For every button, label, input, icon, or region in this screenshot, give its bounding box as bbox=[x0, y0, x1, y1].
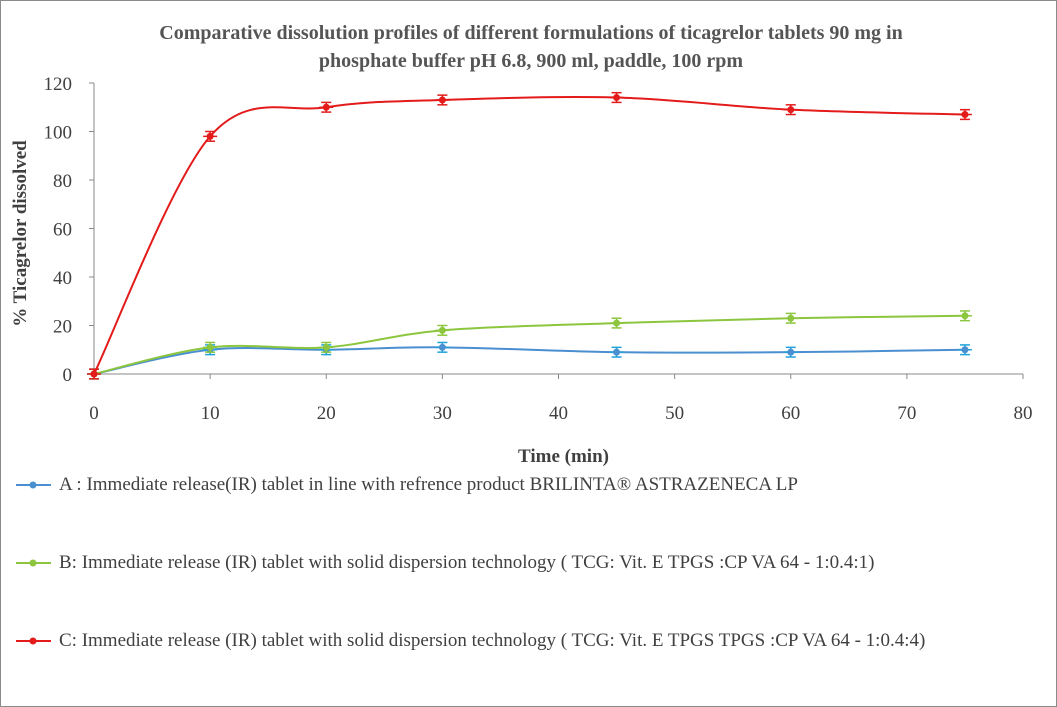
legend-label: C: Immediate release (IR) tablet with so… bbox=[59, 630, 926, 651]
y-tick-label: 0 bbox=[63, 365, 73, 386]
point bbox=[961, 111, 969, 119]
point bbox=[961, 346, 969, 354]
point bbox=[787, 106, 795, 114]
point bbox=[322, 343, 330, 351]
chart-title: Comparative dissolution profiles of diff… bbox=[159, 22, 903, 72]
y-tick-label: 20 bbox=[53, 317, 72, 338]
point bbox=[787, 348, 795, 356]
point bbox=[787, 314, 795, 322]
x-tick-label: 10 bbox=[201, 403, 220, 424]
y-axis-label: % Ticagrelor dissolved bbox=[10, 140, 31, 327]
legend-label: A : Immediate release(IR) tablet in line… bbox=[59, 474, 798, 495]
series-line bbox=[93, 346, 965, 375]
x-tick-label: 30 bbox=[433, 403, 452, 424]
point bbox=[206, 132, 214, 140]
x-tick-label: 50 bbox=[665, 403, 684, 424]
point bbox=[438, 326, 446, 334]
y-tick-label: 60 bbox=[53, 220, 72, 241]
x-tick-label: 0 bbox=[89, 403, 99, 424]
y-tick-label: 40 bbox=[53, 268, 72, 289]
x-tick-label: 60 bbox=[781, 403, 800, 424]
point bbox=[438, 96, 446, 104]
point bbox=[613, 94, 621, 102]
legend-marker bbox=[29, 481, 37, 489]
x-axis-label: Time (min) bbox=[518, 446, 609, 467]
x-tick-label: 80 bbox=[1014, 403, 1033, 424]
point bbox=[613, 319, 621, 327]
x-tick-label: 70 bbox=[897, 403, 916, 424]
point bbox=[961, 312, 969, 320]
y-tick-label: 100 bbox=[44, 123, 73, 144]
series-line bbox=[93, 314, 965, 375]
point bbox=[322, 103, 330, 111]
y-tick-label: 120 bbox=[44, 74, 73, 95]
series-line bbox=[93, 96, 965, 375]
point bbox=[438, 343, 446, 351]
legend-marker bbox=[29, 559, 37, 567]
legend-label: B: Immediate release (IR) tablet with so… bbox=[59, 552, 875, 573]
x-tick-label: 40 bbox=[549, 403, 568, 424]
point bbox=[90, 370, 98, 378]
point bbox=[613, 348, 621, 356]
point bbox=[206, 343, 214, 351]
legend-marker bbox=[29, 637, 37, 645]
y-tick-label: 80 bbox=[53, 171, 72, 192]
x-tick-label: 20 bbox=[317, 403, 336, 424]
